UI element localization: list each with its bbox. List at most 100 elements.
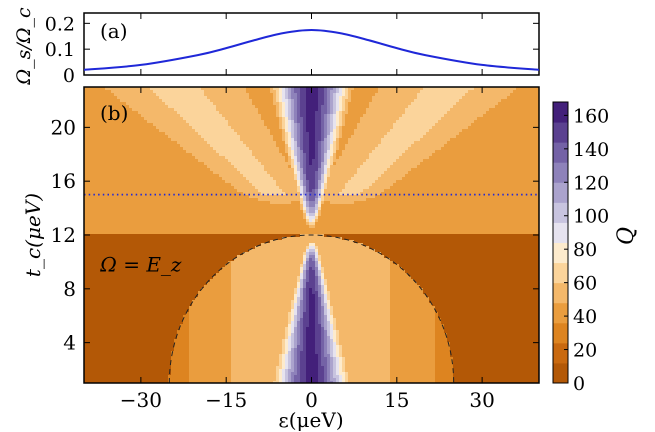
heatmap-cell <box>198 153 202 157</box>
heatmap-cell <box>222 105 226 109</box>
heatmap-cell <box>102 150 106 154</box>
heatmap-cell <box>420 177 424 181</box>
heatmap-cell <box>438 177 442 181</box>
heatmap-cell <box>189 126 193 130</box>
heatmap-cell <box>297 123 301 127</box>
heatmap-cell <box>492 120 496 124</box>
heatmap-cell <box>105 135 109 139</box>
heatmap-cell <box>528 147 532 151</box>
heatmap-cell <box>252 156 256 160</box>
heatmap-cell <box>435 138 439 142</box>
heatmap-cell <box>300 105 304 109</box>
heatmap-cell <box>426 144 430 148</box>
heatmap-cell <box>333 102 337 106</box>
heatmap-cell <box>84 147 88 151</box>
heatmap-cell <box>405 111 409 115</box>
heatmap-cell <box>366 174 370 178</box>
heatmap-cell <box>393 123 397 127</box>
heatmap-cell <box>153 147 157 151</box>
heatmap-cell <box>246 90 250 94</box>
heatmap-cell <box>180 105 184 109</box>
heatmap-cell <box>225 108 229 112</box>
heatmap-cell <box>261 138 265 142</box>
heatmap-cell <box>156 141 160 145</box>
heatmap-cell <box>204 177 208 181</box>
heatmap-cell <box>477 141 481 145</box>
heatmap-cell <box>438 129 442 133</box>
heatmap-cell <box>180 111 184 115</box>
heatmap-cell <box>222 114 226 118</box>
heatmap-cell <box>375 144 379 148</box>
heatmap-cell <box>282 105 286 109</box>
heatmap-cell <box>201 159 205 163</box>
heatmap-cell <box>309 147 313 151</box>
heatmap-cell <box>114 87 118 91</box>
heatmap-cell <box>168 174 172 178</box>
heatmap-cell <box>444 123 448 127</box>
heatmap-cell <box>180 129 184 133</box>
heatmap-cell <box>396 147 400 151</box>
heatmap-cell <box>321 162 325 166</box>
heatmap-cell <box>522 102 526 106</box>
heatmap-cell <box>336 114 340 118</box>
heatmap-cell <box>138 162 142 166</box>
heatmap-cell <box>189 93 193 97</box>
heatmap-cell <box>528 144 532 148</box>
heatmap-cell <box>207 153 211 157</box>
heatmap-cell <box>429 162 433 166</box>
heatmap-cell <box>279 162 283 166</box>
heatmap-cell <box>345 183 349 187</box>
heatmap-cell <box>276 168 280 172</box>
heatmap-cell <box>117 153 121 157</box>
heatmap-cell <box>360 171 364 175</box>
heatmap-cell <box>375 174 379 178</box>
heatmap-cell <box>105 126 109 130</box>
heatmap-cell <box>183 171 187 175</box>
heatmap-cell <box>279 87 283 91</box>
heatmap-cell <box>249 102 253 106</box>
heatmap-cell <box>135 177 139 181</box>
heatmap-cell <box>108 111 112 115</box>
heatmap-cell <box>120 141 124 145</box>
heatmap-cell <box>444 117 448 121</box>
heatmap-cell <box>117 162 121 166</box>
heatmap-cell <box>495 168 499 172</box>
heatmap-cell <box>222 177 226 181</box>
heatmap-cell <box>258 165 262 169</box>
heatmap-cell <box>519 153 523 157</box>
heatmap-cell <box>216 177 220 181</box>
heatmap-cell <box>318 90 322 94</box>
heatmap-cell <box>234 87 238 91</box>
heatmap-cell <box>123 180 127 184</box>
heatmap-cell <box>459 171 463 175</box>
heatmap-cell <box>273 177 277 181</box>
heatmap-cell <box>417 171 421 175</box>
heatmap-cell <box>294 90 298 94</box>
heatmap-cell <box>336 153 340 157</box>
heatmap-cell <box>507 87 511 91</box>
heatmap-cell <box>420 126 424 130</box>
heatmap-cell <box>426 99 430 103</box>
heatmap-cell <box>429 159 433 163</box>
heatmap-cell <box>510 153 514 157</box>
heatmap-cell <box>165 90 169 94</box>
heatmap-cell <box>369 150 373 154</box>
heatmap-cell <box>237 120 241 124</box>
heatmap-cell <box>105 183 109 187</box>
heatmap-cell <box>90 99 94 103</box>
heatmap-cell <box>162 171 166 175</box>
heatmap-cell <box>228 126 232 130</box>
heatmap-cell <box>309 156 313 160</box>
heatmap-cell <box>453 153 457 157</box>
heatmap-cell <box>207 129 211 133</box>
heatmap-cell <box>360 183 364 187</box>
heatmap-cell <box>384 108 388 112</box>
heatmap-cell <box>432 180 436 184</box>
heatmap-cell <box>510 117 514 121</box>
heatmap-cell <box>222 120 226 124</box>
heatmap-cell <box>222 111 226 115</box>
heatmap-cell <box>219 123 223 127</box>
heatmap-cell <box>447 138 451 142</box>
heatmap-cell <box>234 93 238 97</box>
heatmap-cell <box>429 99 433 103</box>
